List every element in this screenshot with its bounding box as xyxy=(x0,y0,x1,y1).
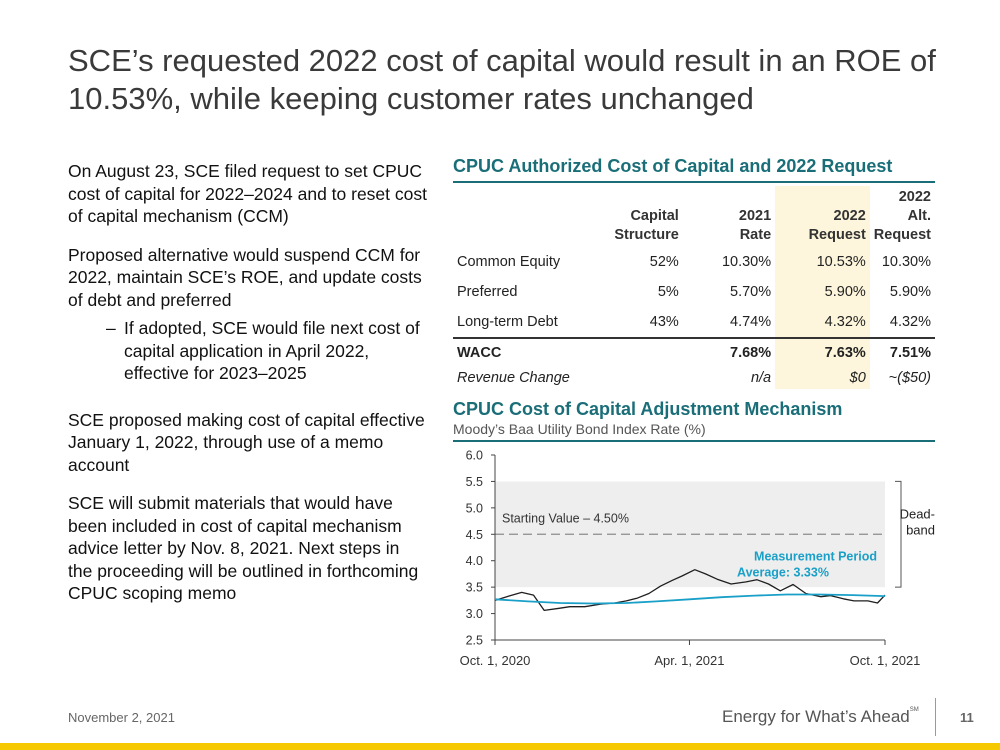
chart-heading: CPUC Cost of Capital Adjustment Mechanis… xyxy=(453,399,843,419)
footer-brand: Energy for What’s AheadSM xyxy=(722,707,919,727)
cell-alt-2022: 10.30% xyxy=(881,254,931,270)
sub-bullet-if-adopted: – If adopted, SCE would file next cost o… xyxy=(68,317,428,385)
footer-date: November 2, 2021 xyxy=(68,710,175,725)
x-tick-label: Oct. 1, 2021 xyxy=(850,653,921,668)
y-tick-label: 6.0 xyxy=(466,449,483,463)
cell-rate-2021: 10.30% xyxy=(721,254,772,270)
y-tick-label: 4.0 xyxy=(466,554,483,568)
average-label-line2: Average: 3.33% xyxy=(737,565,829,579)
cell-request-2022: $0 xyxy=(775,367,870,389)
header-line: Request xyxy=(808,227,866,243)
deadband-label-line2: band xyxy=(906,522,935,537)
row-label: Long-term Debt xyxy=(457,314,558,330)
service-mark: SM xyxy=(909,707,919,713)
cell-request-2022: 4.32% xyxy=(775,307,870,338)
row-label: Preferred xyxy=(457,284,518,300)
header-line: 2021 xyxy=(738,208,772,224)
y-tick-label: 3.5 xyxy=(466,581,483,595)
header-2021-rate: 2021 Rate xyxy=(683,186,775,247)
header-2022-request: 2022 Request xyxy=(775,186,870,247)
cell-rate-2021: 7.68% xyxy=(682,337,776,367)
y-tick-label: 5.5 xyxy=(466,475,483,489)
cell-request-2022: 10.53% xyxy=(775,247,870,277)
cell-structure xyxy=(586,367,683,389)
y-tick-label: 5.0 xyxy=(466,501,483,515)
chart-subtitle: Moody’s Baa Utility Bond Index Rate (%) xyxy=(453,421,706,437)
header-line: 2022 Alt. xyxy=(898,189,931,224)
cell-alt-2022: 4.32% xyxy=(889,314,931,330)
cell-rate-2021: 5.70% xyxy=(730,284,772,300)
sub-bullet-text: If adopted, SCE would file next cost of … xyxy=(124,318,420,383)
x-tick-label: Oct. 1, 2020 xyxy=(460,653,531,668)
table-row: Long-term Debt 43% 4.74% 4.32% 4.32% xyxy=(453,307,935,338)
page-number: 11 xyxy=(960,710,974,725)
footer-separator xyxy=(935,698,936,736)
cell-structure: 43% xyxy=(649,314,679,330)
wacc-row: WACC 7.68% 7.63% 7.51% xyxy=(453,337,935,367)
cell-rate-2021: n/a xyxy=(750,370,772,386)
bond-rate-line xyxy=(494,569,886,612)
cell-request-2022: 5.90% xyxy=(775,277,870,307)
header-capital-structure: Capital Structure xyxy=(586,186,683,247)
bullet-memo-account: SCE proposed making cost of capital effe… xyxy=(68,409,425,475)
average-label-line1: Measurement Period xyxy=(754,549,877,563)
cost-of-capital-table: Capital Structure 2021 Rate 2022 Request 20… xyxy=(453,186,935,389)
cell-structure: 52% xyxy=(649,254,679,270)
cell-request-2022: 7.63% xyxy=(775,337,870,367)
deadband-label-line1: Dead- xyxy=(900,506,935,521)
chart-heading-rule xyxy=(453,440,935,442)
deadband-bracket xyxy=(895,480,902,588)
row-label: Revenue Change xyxy=(457,370,570,386)
dash-marker: – xyxy=(106,318,116,338)
bullet-next-steps: SCE will submit materials that would hav… xyxy=(68,493,419,603)
y-tick-label: 2.5 xyxy=(466,634,483,648)
starting-value-label: Starting Value – 4.50% xyxy=(502,511,629,525)
left-text-column: On August 23, SCE filed request to set C… xyxy=(68,160,428,621)
cell-alt-2022: 7.51% xyxy=(869,337,935,367)
cell-alt-2022: ~($50) xyxy=(888,370,931,386)
header-line: Rate xyxy=(739,227,772,243)
revenue-change-row: Revenue Change n/a $0 ~($50) xyxy=(453,367,935,389)
header-line: Capital xyxy=(630,208,679,224)
y-tick-label: 4.5 xyxy=(466,528,483,542)
header-line: 2022 xyxy=(833,208,866,224)
bullet-filing: On August 23, SCE filed request to set C… xyxy=(68,161,427,226)
cell-structure: 5% xyxy=(657,284,679,300)
moving-average-line xyxy=(494,593,886,605)
table-header-row: Capital Structure 2021 Rate 2022 Request 20… xyxy=(453,186,935,247)
cell-structure xyxy=(585,337,683,367)
table-heading: CPUC Authorized Cost of Capital and 2022… xyxy=(453,156,893,176)
row-label: WACC xyxy=(453,337,586,367)
bond-index-line-chart: 2.5 3.0 3.5 4.0 4.5 5.0 5.5 6.0 Oct. 1, 2020 Apr.… xyxy=(460,449,935,669)
cell-alt-2022: 5.90% xyxy=(889,284,931,300)
table-heading-rule xyxy=(453,181,935,183)
header-blank xyxy=(453,186,586,247)
brand-text: Energy for What’s Ahead xyxy=(722,707,910,726)
header-2022-alt-request: 2022 Alt. Request xyxy=(870,186,935,247)
y-tick-label: 3.0 xyxy=(466,607,483,621)
row-label: Common Equity xyxy=(457,254,561,270)
header-line: Request xyxy=(873,227,931,243)
footer-accent-bar xyxy=(0,743,1000,750)
table-row: Preferred 5% 5.70% 5.90% 5.90% xyxy=(453,277,935,307)
header-line: Structure xyxy=(614,227,679,243)
slide-title: SCE’s requested 2022 cost of capital wou… xyxy=(68,43,936,116)
cell-rate-2021: 4.74% xyxy=(730,314,772,330)
table-row: Common Equity 52% 10.30% 10.53% 10.30% xyxy=(453,247,935,277)
x-tick-label: Apr. 1, 2021 xyxy=(654,653,724,668)
bullet-alternative: Proposed alternative would suspend CCM f… xyxy=(68,244,422,310)
